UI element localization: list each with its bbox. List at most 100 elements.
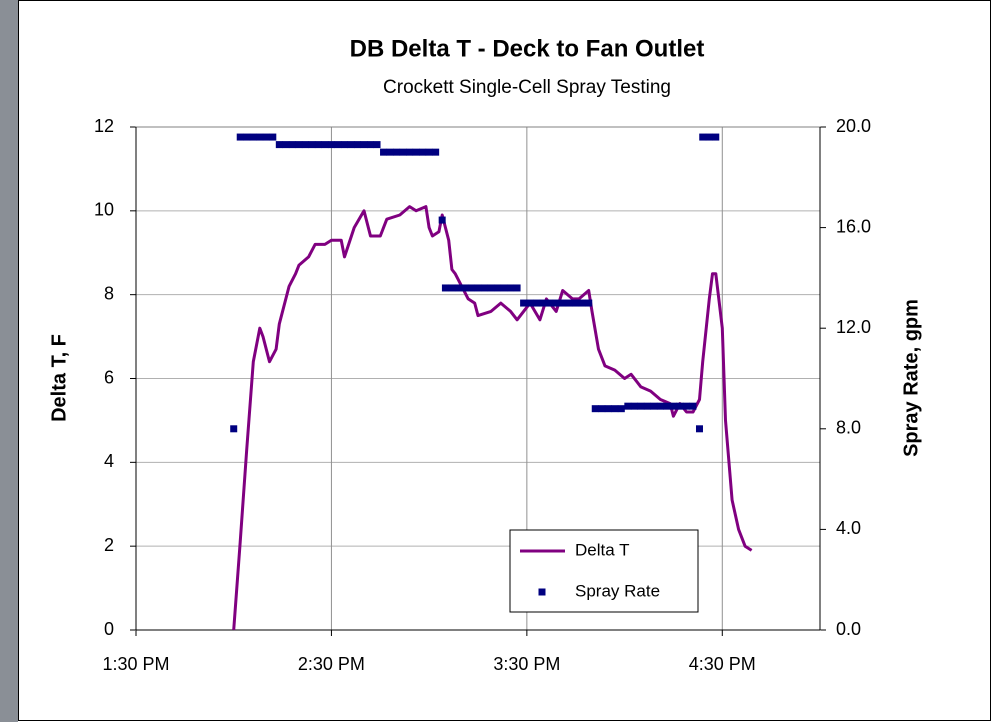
spray-marker bbox=[426, 149, 433, 156]
y2-tick-label: 16.0 bbox=[836, 216, 871, 236]
spray-marker bbox=[520, 300, 527, 307]
y2-tick-label: 0.0 bbox=[836, 619, 861, 639]
spray-marker bbox=[328, 141, 335, 148]
spray-marker bbox=[598, 405, 605, 412]
spray-marker bbox=[507, 284, 514, 291]
spray-marker bbox=[631, 403, 638, 410]
photo-strip bbox=[0, 0, 18, 722]
x-tick-label: 4:30 PM bbox=[689, 654, 756, 674]
spray-marker bbox=[439, 217, 446, 224]
x-tick-label: 2:30 PM bbox=[298, 654, 365, 674]
spray-marker bbox=[354, 141, 361, 148]
y2-axis-label: Spray Rate, gpm bbox=[900, 299, 922, 457]
spray-marker bbox=[683, 403, 690, 410]
spray-marker bbox=[553, 300, 560, 307]
spray-marker bbox=[514, 284, 521, 291]
spray-marker bbox=[699, 134, 706, 141]
spray-marker bbox=[657, 403, 664, 410]
y-tick-label: 10 bbox=[94, 200, 114, 220]
spray-marker bbox=[468, 284, 475, 291]
spray-marker bbox=[276, 141, 283, 148]
spray-marker bbox=[442, 284, 449, 291]
spray-marker bbox=[706, 134, 713, 141]
spray-marker bbox=[250, 134, 257, 141]
spray-marker bbox=[592, 405, 599, 412]
spray-marker bbox=[413, 149, 420, 156]
spray-marker bbox=[461, 284, 468, 291]
spray-marker bbox=[663, 403, 670, 410]
spray-marker bbox=[341, 141, 348, 148]
spray-marker bbox=[501, 284, 508, 291]
spray-marker bbox=[572, 300, 579, 307]
y-tick-label: 2 bbox=[104, 535, 114, 555]
spray-marker bbox=[367, 141, 374, 148]
spray-marker bbox=[670, 403, 677, 410]
spray-marker bbox=[361, 141, 368, 148]
spray-marker bbox=[269, 134, 276, 141]
y-tick-label: 12 bbox=[94, 116, 114, 136]
spray-marker bbox=[533, 300, 540, 307]
spray-marker bbox=[481, 284, 488, 291]
x-tick-label: 3:30 PM bbox=[493, 654, 560, 674]
spray-marker bbox=[546, 300, 553, 307]
spray-marker bbox=[380, 149, 387, 156]
spray-marker bbox=[419, 149, 426, 156]
spray-marker bbox=[455, 284, 462, 291]
page: {"chart_data": { "type": "line", "title"… bbox=[0, 0, 992, 722]
spray-marker bbox=[406, 149, 413, 156]
spray-marker bbox=[650, 403, 657, 410]
y2-tick-label: 12.0 bbox=[836, 317, 871, 337]
spray-marker bbox=[321, 141, 328, 148]
y-tick-label: 6 bbox=[104, 367, 114, 387]
y2-tick-label: 20.0 bbox=[836, 116, 871, 136]
spray-marker bbox=[308, 141, 315, 148]
spray-marker bbox=[696, 425, 703, 432]
y2-tick-label: 8.0 bbox=[836, 418, 861, 438]
spray-marker bbox=[295, 141, 302, 148]
spray-marker bbox=[618, 405, 625, 412]
chart-title: DB Delta T - Deck to Fan Outlet bbox=[350, 35, 705, 62]
spray-marker bbox=[374, 141, 381, 148]
spray-marker bbox=[540, 300, 547, 307]
y-axis-label: Delta T, F bbox=[48, 334, 70, 422]
spray-marker bbox=[527, 300, 534, 307]
spray-marker bbox=[289, 141, 296, 148]
spray-marker bbox=[387, 149, 394, 156]
spray-marker bbox=[624, 403, 631, 410]
spray-marker bbox=[475, 284, 482, 291]
spray-marker bbox=[559, 300, 566, 307]
spray-marker bbox=[448, 284, 455, 291]
spray-marker bbox=[302, 141, 309, 148]
spray-marker bbox=[282, 141, 289, 148]
spray-marker bbox=[712, 134, 719, 141]
spray-marker bbox=[488, 284, 495, 291]
legend-label: Spray Rate bbox=[575, 581, 660, 600]
x-tick-label: 1:30 PM bbox=[102, 654, 169, 674]
spray-marker bbox=[494, 284, 501, 291]
spray-marker bbox=[644, 403, 651, 410]
spray-marker bbox=[256, 134, 263, 141]
spray-marker bbox=[237, 134, 244, 141]
spray-marker bbox=[611, 405, 618, 412]
spray-marker bbox=[637, 403, 644, 410]
spray-marker bbox=[689, 403, 696, 410]
spray-marker bbox=[676, 403, 683, 410]
y-tick-label: 8 bbox=[104, 283, 114, 303]
legend-label: Delta T bbox=[575, 540, 630, 559]
y-tick-label: 0 bbox=[104, 619, 114, 639]
spray-marker bbox=[566, 300, 573, 307]
y2-tick-label: 4.0 bbox=[836, 518, 861, 538]
spray-marker bbox=[334, 141, 341, 148]
spray-marker bbox=[347, 141, 354, 148]
spray-marker bbox=[263, 134, 270, 141]
chart-subtitle: Crockett Single-Cell Spray Testing bbox=[383, 77, 671, 98]
spray-marker bbox=[579, 300, 586, 307]
spray-marker bbox=[230, 425, 237, 432]
chart: DB Delta T - Deck to Fan Outlet Crockett… bbox=[0, 0, 992, 722]
spray-marker bbox=[315, 141, 322, 148]
legend-marker bbox=[539, 589, 546, 596]
y-tick-label: 4 bbox=[104, 451, 114, 471]
spray-marker bbox=[432, 149, 439, 156]
spray-marker bbox=[393, 149, 400, 156]
spray-marker bbox=[605, 405, 612, 412]
